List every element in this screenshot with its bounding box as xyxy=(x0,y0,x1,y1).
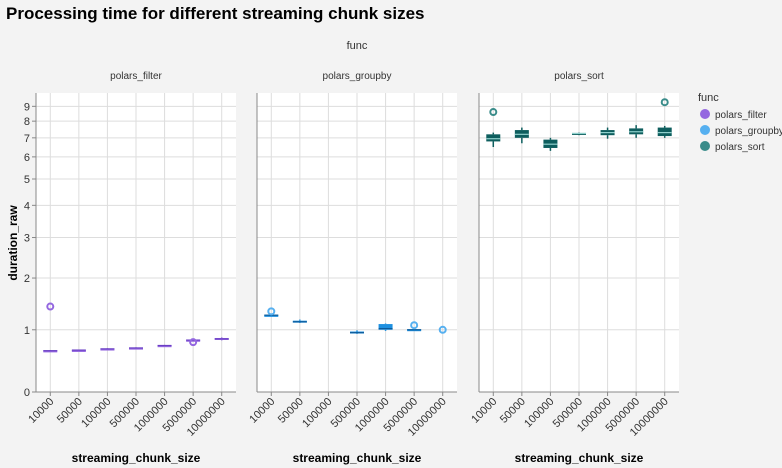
legend-swatch xyxy=(700,141,710,151)
outlier-point xyxy=(267,307,276,316)
box xyxy=(486,134,501,142)
box xyxy=(100,348,115,351)
outlier-point xyxy=(660,98,669,107)
legend-title: func xyxy=(698,92,719,104)
x-tick-label: 10000 xyxy=(469,396,499,426)
legend: func polars_filter polars_groupby polars_so… xyxy=(698,92,782,153)
y-tick-label: 7 xyxy=(24,133,30,145)
box xyxy=(378,324,393,330)
facet-title: polars_filter xyxy=(110,71,162,82)
facet-polars_groupby: polars_groupby10000500001000005000001000… xyxy=(247,71,457,465)
facets: polars_filter012345678910000500001000005… xyxy=(24,71,679,465)
outlier-point xyxy=(438,325,447,334)
box xyxy=(186,339,201,342)
outlier-point xyxy=(489,108,498,117)
x-tick-label: 100000 xyxy=(79,396,113,430)
y-tick-label: 3 xyxy=(24,233,30,245)
y-tick-label: 4 xyxy=(24,200,30,212)
box xyxy=(157,345,172,348)
box xyxy=(71,349,86,352)
x-tick-label: 100000 xyxy=(300,396,334,430)
y-axis-label: duration_raw xyxy=(6,205,20,281)
facet-title: polars_groupby xyxy=(323,71,392,82)
y-tick-label: 9 xyxy=(24,101,30,113)
box xyxy=(264,314,279,317)
box xyxy=(657,127,672,137)
x-axis-label: streaming_chunk_size xyxy=(515,451,644,465)
y-tick-label: 2 xyxy=(24,273,30,285)
facet-polars_sort: polars_sort10000500001000005000001000000… xyxy=(469,71,679,465)
y-tick-label: 8 xyxy=(24,116,30,128)
legend-swatch xyxy=(700,125,710,135)
legend-label: polars_groupby xyxy=(715,126,782,137)
chart-title: Processing time for different streaming … xyxy=(6,4,425,23)
outlier-point xyxy=(410,321,419,330)
box xyxy=(43,350,58,353)
x-axis-label: streaming_chunk_size xyxy=(72,451,201,465)
y-tick-label: 0 xyxy=(24,387,30,399)
legend-label: polars_filter xyxy=(715,110,767,121)
x-tick-label: 100000 xyxy=(522,396,556,430)
outlier-point xyxy=(189,338,198,347)
facet-header: func xyxy=(347,40,368,52)
legend-swatch xyxy=(700,109,710,119)
x-axis-label: streaming_chunk_size xyxy=(293,451,422,465)
x-tick-label: 10000 xyxy=(26,396,56,426)
legend-label: polars_sort xyxy=(715,142,765,153)
facet-polars_filter: polars_filter012345678910000500001000005… xyxy=(24,71,236,465)
y-tick-label: 6 xyxy=(24,152,30,164)
box xyxy=(129,347,143,350)
outlier-point xyxy=(46,302,55,311)
facet-title: polars_sort xyxy=(554,71,604,82)
y-tick-label: 1 xyxy=(24,325,30,337)
y-tick-label: 5 xyxy=(24,174,30,186)
x-tick-label: 10000 xyxy=(247,396,277,426)
